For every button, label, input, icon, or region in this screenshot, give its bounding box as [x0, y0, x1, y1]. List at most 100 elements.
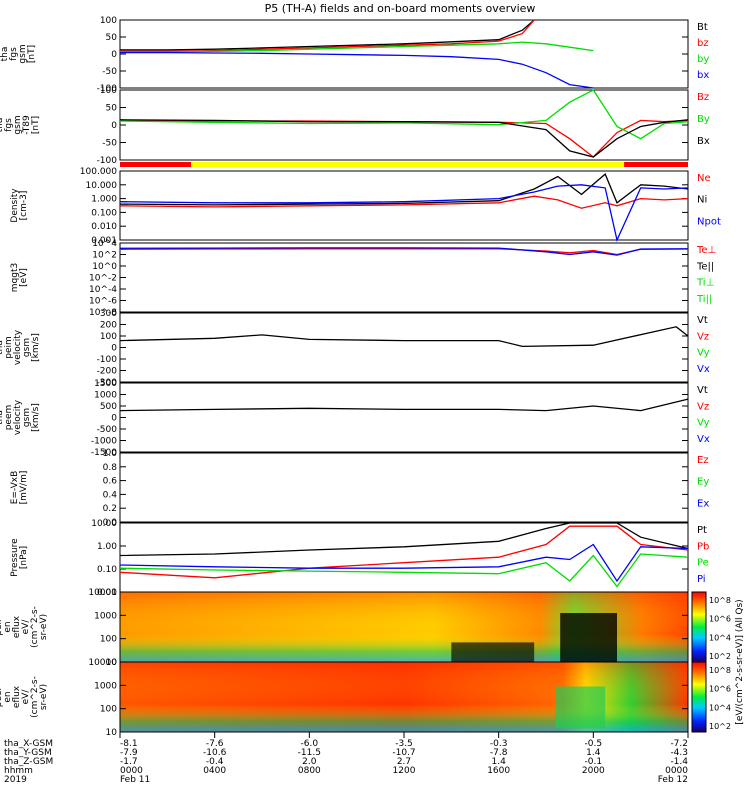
y-axis-label: tha fgs gsm -T89 [nT]: [0, 115, 41, 135]
legend-entry: Ey: [697, 477, 709, 488]
colorbar: [691, 591, 707, 663]
y-tick-label: 100.000: [80, 167, 117, 177]
y-axis-label-line: eV/: [21, 619, 31, 635]
legend-entry: Te⊥: [696, 245, 716, 256]
colorbar-tick-label: 10^4: [709, 633, 731, 642]
y-tick-label: 10^-2: [89, 274, 117, 284]
y-axis-label: Density [cm-3]: [10, 188, 29, 223]
x-axis-value: -6.0: [301, 739, 319, 749]
y-tick-label: 50: [106, 104, 118, 114]
y-tick-label: -100: [97, 355, 118, 365]
y-axis-label-line: fgs: [9, 47, 19, 61]
orbit-bar-segment: [191, 162, 625, 167]
plot-title: P5 (TH-A) fields and on-board moments ov…: [265, 2, 536, 15]
y-tick-label: 1.00: [97, 542, 117, 552]
y-axis-label-line: tha: [0, 47, 10, 62]
y-tick-label: 10^-8: [89, 308, 117, 318]
x-axis-date-left: Feb 11: [120, 775, 150, 785]
y-axis-label-line: tha: [0, 410, 5, 425]
y-tick-label: 0: [111, 344, 117, 354]
series-line: [119, 89, 689, 140]
x-axis-year: 2019: [4, 775, 27, 785]
y-tick-label: 500: [100, 402, 117, 412]
y-axis-label-line: gsm: [13, 115, 23, 134]
y-tick-label: 0.001: [91, 236, 117, 246]
y-tick-label: 10^0: [92, 262, 117, 272]
panel-frame: [119, 19, 689, 89]
x-axis-value: -1.4: [670, 757, 688, 767]
y-axis-label: tha fgs gsm [nT]: [0, 44, 37, 63]
y-axis-label: tha peim velocity gsm [km/s]: [0, 329, 41, 365]
legend-entry: Vy: [697, 418, 710, 429]
y-axis-label-line: velocity: [13, 399, 23, 435]
series-line: [120, 41, 594, 53]
series-line: [120, 19, 535, 52]
x-axis-row-label: hhmm: [4, 766, 33, 776]
legend-entry: Vy: [697, 348, 710, 359]
y-tick-label: 100: [100, 86, 117, 96]
y-axis-label-line: sr-eV): [39, 614, 49, 640]
legend-entry: Vx: [697, 434, 710, 445]
y-axis-label-line: peem: [4, 405, 14, 431]
colorbar-tick-label: 10^4: [709, 703, 731, 712]
series-line: [119, 119, 689, 158]
colorbar-tick-label: 10^6: [709, 685, 731, 694]
y-tick-label: 0.10: [97, 565, 117, 575]
x-axis-value: -10.6: [203, 748, 227, 758]
y-tick-label: 10^-6: [89, 297, 117, 307]
y-axis-label-line: (cm^2-s-: [30, 606, 40, 648]
panel-mqgt3: 10^4 10^210^0 10^-210^-4 10^-610^-8 mqgt3 [eV…: [10, 239, 716, 318]
y-tick-label: 100: [100, 332, 117, 342]
y-tick-label: 10^4: [92, 239, 117, 249]
y-axis-label-line: Density: [10, 188, 20, 223]
y-axis-label-line: [nT]: [27, 45, 37, 63]
series-line: [119, 553, 689, 588]
legend-entry: Pe: [697, 558, 709, 569]
x-axis-value: 1.4: [586, 748, 601, 758]
y-axis-label-line: velocity: [13, 329, 23, 365]
series-line: [119, 525, 689, 579]
x-axis-value: -0.5: [585, 739, 603, 749]
y-tick-label: -50: [102, 67, 117, 77]
y-tick-label: -100: [97, 156, 118, 166]
y-tick-label: 50: [106, 33, 118, 43]
y-tick-label: 1.000: [91, 195, 117, 205]
legend-entry: Ni: [697, 195, 707, 206]
x-axis-row-label: tha_X-GSM: [4, 739, 53, 749]
legend-entry: bx: [697, 70, 709, 81]
y-axis-label-line: mqgt3: [10, 263, 20, 292]
y-tick-label: 100: [100, 705, 117, 715]
legend-entry: Bx: [697, 136, 710, 147]
colorbar-tick-label: 10^6: [709, 615, 731, 624]
y-axis-label-line: gsm: [18, 44, 28, 63]
y-axis-label: thapeerenefluxeV/(cm^2-s-sr-eV): [0, 676, 49, 718]
legend-entry: Bt: [697, 22, 708, 33]
y-axis-label-line: [cm-3]: [19, 191, 29, 221]
y-tick-label: -200: [97, 367, 118, 377]
y-axis-label-line: [nT]: [31, 116, 41, 134]
legend-entry: Pb: [697, 541, 709, 552]
legend-entry: Ex: [697, 498, 709, 509]
legend-entry: Vt: [697, 385, 708, 396]
y-tick-label: 10.00: [91, 519, 117, 529]
legend-entry: Ti⊥: [696, 278, 714, 289]
legend-entry: Vt: [697, 315, 708, 326]
series-line: [120, 51, 594, 89]
heatmap-dropout: [451, 642, 535, 662]
y-tick-label: 100: [100, 16, 117, 26]
x-axis-value: -7.2: [670, 739, 688, 749]
x-axis-value: -7.8: [490, 748, 508, 758]
y-axis-label: tha peem velocity gsm [km/s]: [0, 399, 41, 435]
panel-frame: [119, 452, 689, 523]
x-axis-value: -3.5: [395, 739, 413, 749]
y-tick-label: 0.0: [103, 518, 118, 528]
legend-entry: Pt: [697, 525, 707, 536]
y-tick-label: 10^2: [92, 251, 117, 261]
y-axis-label: E=-VxB [mV/m]: [10, 471, 29, 505]
x-axis-value: -0.3: [490, 739, 508, 749]
panel-peer: 10000 1000 100 10 thapeerenefluxeV/(cm^2-s-s…: [0, 658, 689, 738]
y-tick-label: -1000: [91, 437, 117, 447]
y-axis-label-line: [eV]: [19, 268, 29, 287]
y-tick-label: 0.010: [91, 222, 117, 232]
